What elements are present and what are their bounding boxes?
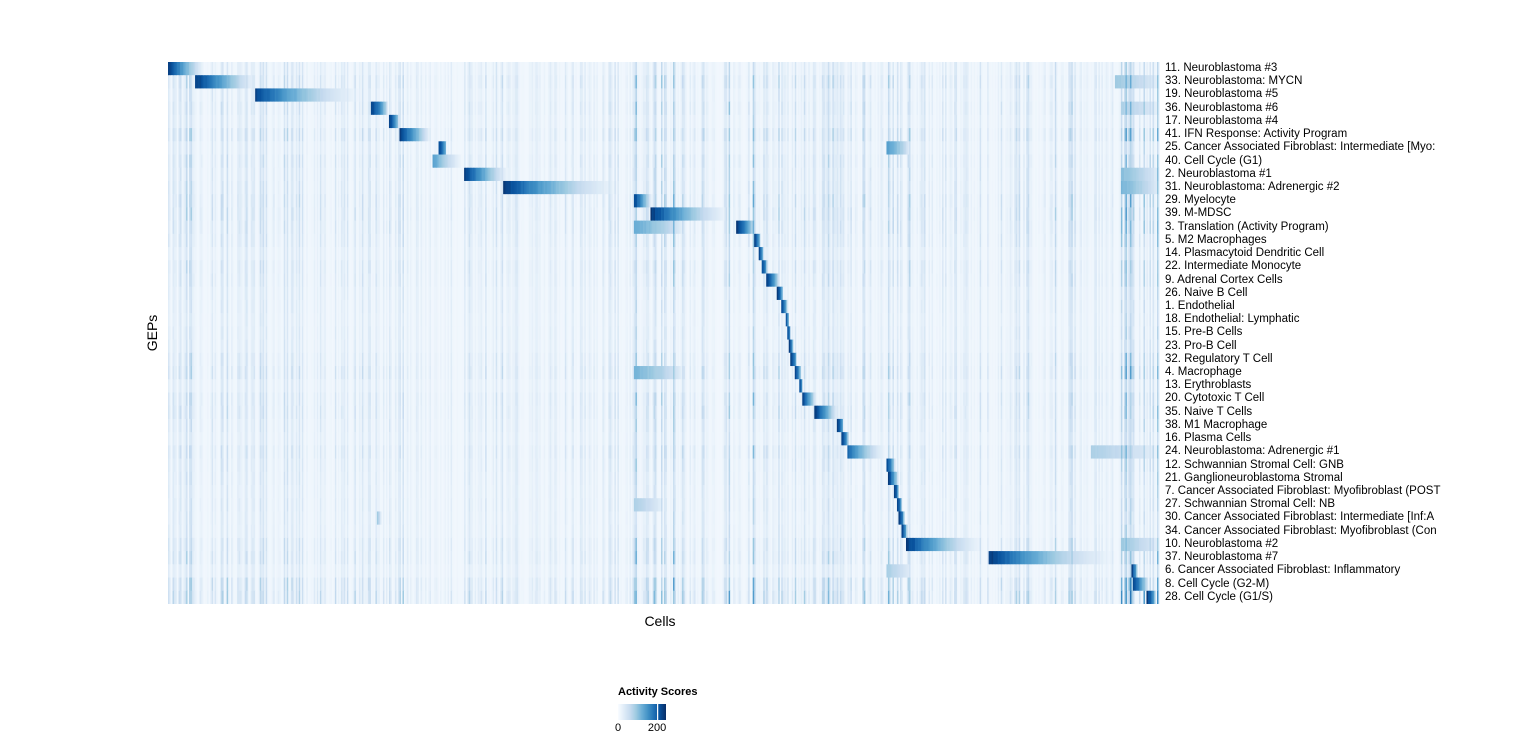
row-label: 9. Adrenal Cortex Cells xyxy=(1165,273,1283,286)
row-label: 10. Neuroblastoma #2 xyxy=(1165,537,1279,550)
row-label: 21. Ganglioneuroblastoma Stromal xyxy=(1165,471,1343,484)
row-label: 5. M2 Macrophages xyxy=(1165,233,1267,246)
row-label: 16. Plasma Cells xyxy=(1165,432,1252,445)
row-label: 37. Neuroblastoma #7 xyxy=(1165,551,1279,564)
row-label: 1. Endothelial xyxy=(1165,299,1235,312)
row-label: 27. Schwannian Stromal Cell: NB xyxy=(1165,498,1336,511)
row-label: 18. Endothelial: Lymphatic xyxy=(1165,313,1300,326)
x-axis-title: Cells xyxy=(644,613,676,629)
row-label: 31. Neuroblastoma: Adrenergic #2 xyxy=(1165,180,1340,193)
heatmap-canvas xyxy=(168,62,1160,604)
row-label: 26. Naive B Cell xyxy=(1165,286,1248,299)
row-label: 28. Cell Cycle (G1/S) xyxy=(1165,590,1274,603)
row-label: 22. Intermediate Monocyte xyxy=(1165,260,1302,273)
y-axis-title: GEPs xyxy=(144,314,160,352)
row-label: 25. Cancer Associated Fibroblast: Interm… xyxy=(1165,141,1436,154)
row-label: 24. Neuroblastoma: Adrenergic #1 xyxy=(1165,445,1340,458)
row-label: 7. Cancer Associated Fibroblast: Myofibr… xyxy=(1165,485,1441,497)
row-label: 2. Neuroblastoma #1 xyxy=(1165,167,1272,180)
row-label: 30. Cancer Associated Fibroblast: Interm… xyxy=(1165,511,1435,524)
row-label: 34. Cancer Associated Fibroblast: Myofib… xyxy=(1165,524,1437,537)
row-label: 3. Translation (Activity Program) xyxy=(1165,220,1329,233)
row-label: 15. Pre-B Cells xyxy=(1165,326,1243,339)
legend-tick-label: 0 xyxy=(614,722,622,734)
row-label: 4. Macrophage xyxy=(1165,366,1242,379)
row-label: 11. Neuroblastoma #3 xyxy=(1165,62,1278,74)
row-label: 8. Cell Cycle (G2-M) xyxy=(1165,577,1270,590)
legend-tick-labels: 0 200 xyxy=(614,722,758,736)
row-label: 14. Plasmacytoid Dendritic Cell xyxy=(1165,247,1325,260)
row-label: 40. Cell Cycle (G1) xyxy=(1165,154,1263,167)
row-label: 13. Erythroblasts xyxy=(1165,379,1252,392)
legend-tick-label: 200 xyxy=(647,722,667,734)
legend: Activity Scores 0 200 xyxy=(614,686,758,736)
legend-title: Activity Scores xyxy=(618,686,698,698)
legend-colorbar xyxy=(618,704,666,720)
row-label: 20. Cytotoxic T Cell xyxy=(1165,392,1265,405)
row-label: 19. Neuroblastoma #5 xyxy=(1165,88,1279,101)
row-label: 17. Neuroblastoma #4 xyxy=(1165,114,1279,127)
row-label: 29. Myelocyte xyxy=(1165,194,1236,207)
row-label: 41. IFN Response: Activity Program xyxy=(1165,128,1348,141)
row-label: 36. Neuroblastoma #6 xyxy=(1165,101,1279,114)
row-label: 39. M-MDSC xyxy=(1165,207,1232,220)
row-label: 6. Cancer Associated Fibroblast: Inflamm… xyxy=(1165,564,1401,577)
row-label: 32. Regulatory T Cell xyxy=(1165,352,1273,365)
row-label: 35. Naive T Cells xyxy=(1165,405,1253,418)
row-label: 12. Schwannian Stromal Cell: GNB xyxy=(1165,458,1344,471)
row-label: 38. M1 Macrophage xyxy=(1165,418,1268,431)
row-labels: 11. Neuroblastoma #3 33. Neuroblastoma: M… xyxy=(1165,62,1540,604)
row-label: 23. Pro-B Cell xyxy=(1165,339,1237,352)
row-label: 33. Neuroblastoma: MYCN xyxy=(1165,75,1303,88)
